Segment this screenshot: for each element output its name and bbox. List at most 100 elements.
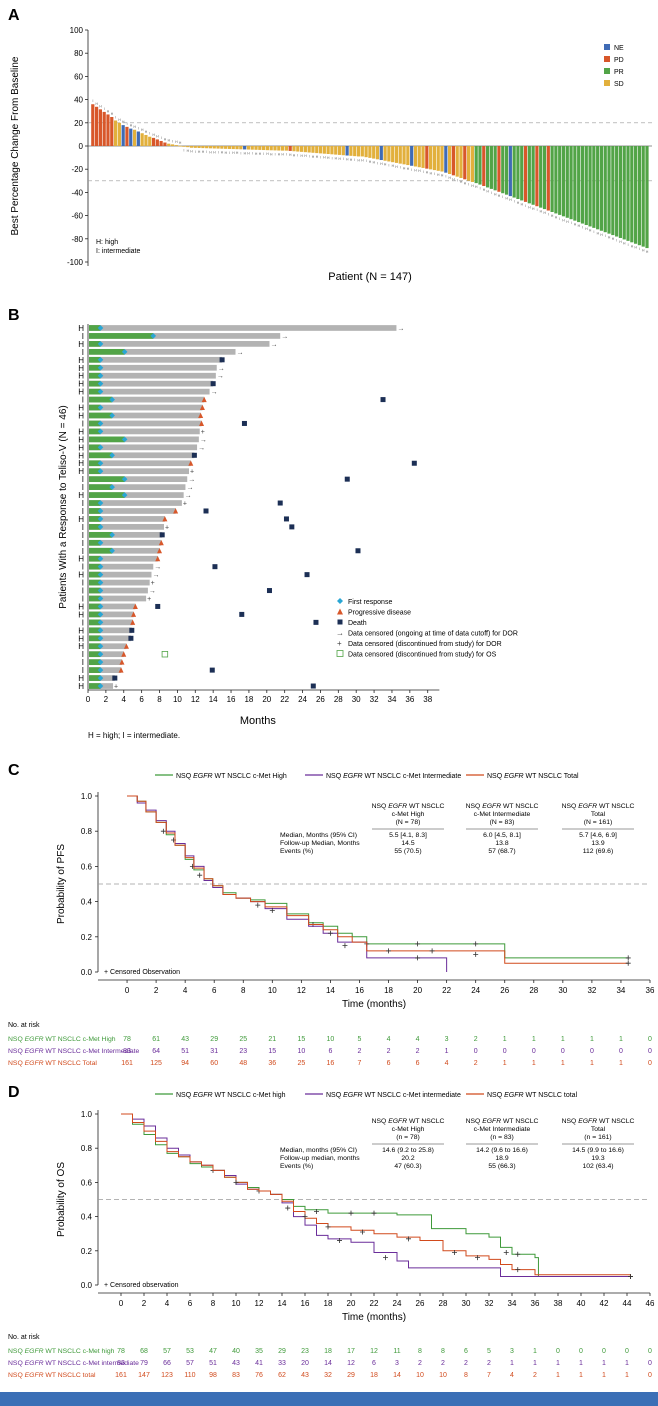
- at-risk-value: 0: [561, 1048, 565, 1055]
- duration-bar: [89, 531, 163, 538]
- bar-label: H: [475, 185, 478, 189]
- x-tick-label: 4: [122, 695, 127, 704]
- waterfall-bar: [501, 146, 505, 194]
- text-span: NSQ: [326, 1092, 343, 1099]
- legend-label: First response: [348, 599, 392, 606]
- waterfall-bar: [91, 104, 95, 146]
- waterfall-bar: [94, 106, 99, 146]
- censor-mark: [360, 1229, 365, 1235]
- waterfall-bar: [288, 146, 292, 151]
- waterfall-bar: [208, 146, 213, 149]
- death-marker: [380, 397, 386, 403]
- patient-label: I: [82, 547, 84, 556]
- text-span: (N = 161): [584, 819, 613, 826]
- censor-note: + Censored Observation: [104, 969, 180, 976]
- text-span: EGFR: [25, 1348, 44, 1355]
- patient-label: I: [82, 523, 84, 532]
- at-risk-value: 8: [418, 1348, 422, 1355]
- legend-symbol: [337, 608, 343, 615]
- text-span: WT NSCLC c-Met High: [44, 1036, 116, 1043]
- patient-label: H: [78, 682, 84, 691]
- text-span: NSQ: [372, 1118, 389, 1125]
- at-risk-value: 1: [625, 1360, 629, 1367]
- censor-mark: [515, 1251, 521, 1257]
- first-response-marker: [97, 651, 104, 657]
- text-span: EGFR: [193, 773, 212, 780]
- waterfall-bar: [337, 146, 342, 155]
- waterfall-bar: [394, 146, 399, 163]
- duration-bar: [89, 492, 184, 498]
- censor-mark: [475, 1255, 480, 1261]
- bar-label: I: [332, 156, 333, 160]
- at-risk-value: 64: [152, 1048, 160, 1055]
- x-tick-label: 16: [227, 695, 236, 704]
- waterfall-bar: [239, 146, 243, 150]
- patient-label: I: [82, 650, 84, 659]
- response-bar: [89, 667, 101, 673]
- stats-header: c-Met Intermediate: [474, 811, 531, 818]
- y-tick-label: 1.0: [81, 792, 93, 801]
- bar-label: I: [92, 99, 93, 103]
- bar-label: I: [354, 158, 355, 162]
- at-risk-value: 1: [503, 1036, 507, 1043]
- text-span: NSQ: [326, 773, 343, 780]
- first-response-marker: [97, 380, 104, 387]
- first-response-marker: [109, 452, 115, 459]
- stats-events: 55 (70.5): [394, 848, 421, 855]
- x-tick-label: 20: [413, 986, 422, 995]
- waterfall-bar: [546, 146, 550, 211]
- death-marker: [313, 619, 319, 625]
- y-tick-label: 80: [74, 49, 83, 58]
- waterfall-bar: [341, 146, 345, 156]
- response-bar: [89, 587, 101, 594]
- text-span: EGFR: [578, 803, 597, 810]
- footer-bar: [0, 1392, 658, 1406]
- bar-label: I: [628, 243, 629, 247]
- bar-label: I: [320, 155, 321, 159]
- bar-label: I: [263, 152, 264, 156]
- text-span: EGFR: [193, 1092, 212, 1099]
- waterfall-bar: [368, 146, 372, 158]
- first-response-marker: [97, 468, 104, 474]
- duration-bar: [89, 388, 210, 395]
- patient-label: H: [78, 674, 84, 683]
- text-span: EGFR: [25, 1060, 44, 1067]
- waterfall-bar: [580, 146, 585, 224]
- duration-bar: [89, 428, 200, 435]
- panel-d: D NSQ EGFR WT NSCLC c-Met high NSQ EGFR WT…: [8, 1084, 655, 1379]
- waterfall-bar: [504, 146, 509, 195]
- waterfall-bar: [353, 146, 357, 157]
- duration-bar: [89, 571, 152, 578]
- bar-label: H: [426, 171, 429, 175]
- footnote: H = high; I = intermediate.: [88, 731, 180, 740]
- response-bar: [89, 420, 101, 427]
- at-risk-value: 57: [186, 1360, 194, 1367]
- censor-mark: [327, 930, 333, 936]
- bar-label: H: [346, 158, 349, 162]
- stats-events: 102 (63.4): [583, 1163, 614, 1170]
- at-risk-value: 0: [648, 1348, 652, 1355]
- text-span: WT NSCLC c-Met High: [213, 773, 287, 780]
- x-tick-label: 22: [280, 695, 289, 704]
- waterfall-bar: [611, 146, 615, 236]
- bar-label: I: [343, 157, 344, 161]
- waterfall-bar: [98, 109, 102, 146]
- censored-ongoing-marker: →: [217, 373, 224, 380]
- waterfall-bar: [615, 146, 619, 237]
- bar-label: H: [259, 152, 262, 156]
- at-risk-value: 1: [602, 1360, 606, 1367]
- bar-label: I: [195, 150, 196, 154]
- censored-dor-marker: +: [151, 580, 155, 587]
- stats-header: (N = 161): [584, 819, 613, 826]
- first-response-marker: [97, 500, 104, 506]
- death-marker: [112, 675, 118, 681]
- bar-label: H: [407, 167, 410, 171]
- response-bar: [89, 436, 125, 443]
- legend-symbol: [336, 650, 344, 657]
- at-risk-value: 4: [510, 1372, 514, 1379]
- waterfall-bar: [178, 145, 182, 147]
- text-span: NSQ: [8, 1036, 25, 1043]
- waterfall-bar: [250, 146, 254, 150]
- stats-row-label: Median, months (95% CI): [280, 1147, 357, 1154]
- text-span: WT NSCLC c-Met high: [213, 1092, 286, 1099]
